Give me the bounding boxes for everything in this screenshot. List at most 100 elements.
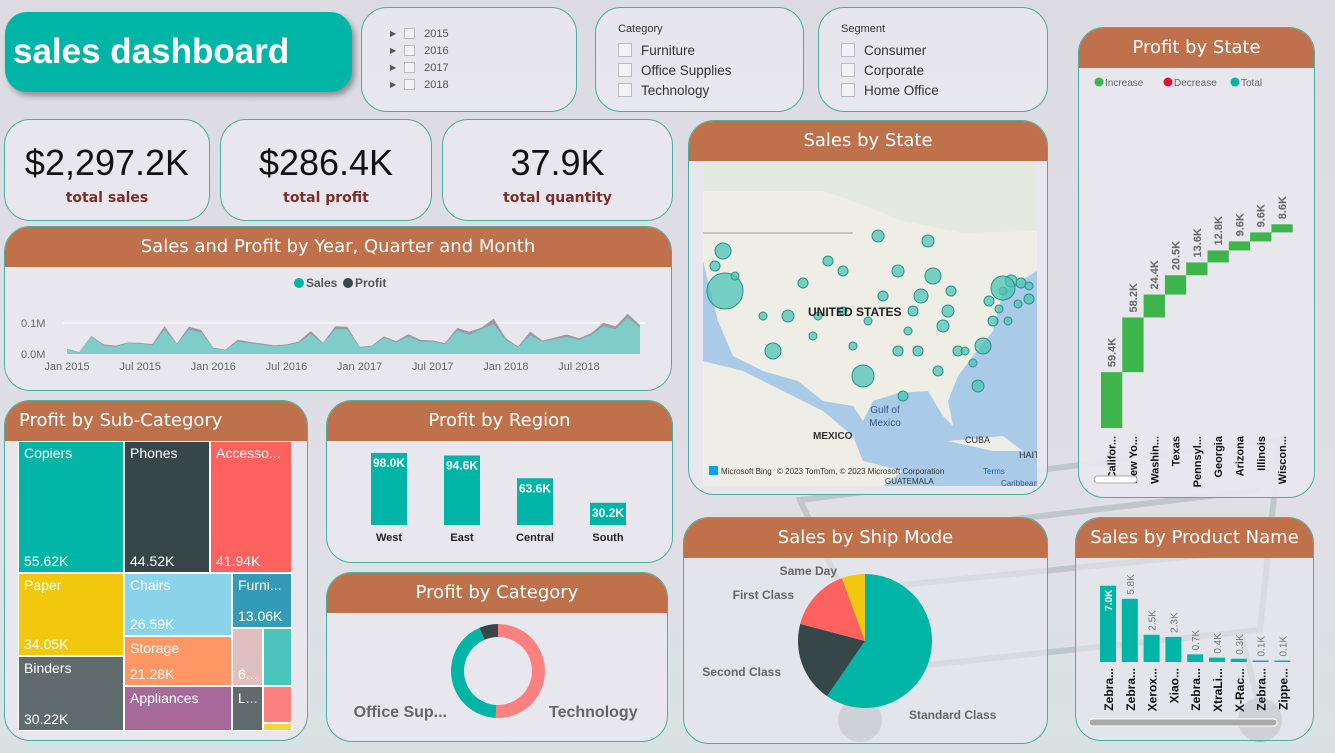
product-bar[interactable] bbox=[1187, 654, 1204, 662]
category-option[interactable]: Furniture bbox=[618, 40, 732, 60]
treemap-tile[interactable]: Storage 21.28K bbox=[124, 636, 232, 686]
waterfall-bar[interactable] bbox=[1164, 275, 1187, 295]
pie-slice[interactable] bbox=[826, 574, 932, 708]
waterfall-bar[interactable] bbox=[1122, 317, 1144, 373]
state-sales-bubble[interactable] bbox=[1015, 277, 1027, 289]
terms-link[interactable]: Terms bbox=[983, 467, 1005, 476]
state-sales-bubble[interactable] bbox=[714, 242, 732, 260]
state-sales-bubble[interactable] bbox=[709, 260, 721, 272]
year-slicer-item[interactable]: ▶ 2018 bbox=[390, 76, 449, 93]
state-sales-bubble[interactable] bbox=[932, 365, 944, 377]
product-bar[interactable] bbox=[1100, 585, 1116, 662]
category-option[interactable]: Technology bbox=[618, 80, 732, 100]
state-sales-bubble[interactable] bbox=[813, 311, 823, 321]
state-sales-bubble[interactable] bbox=[994, 304, 1004, 314]
treemap-tile[interactable]: Appliances bbox=[124, 686, 232, 731]
product-bar[interactable] bbox=[1252, 660, 1269, 663]
state-sales-bubble[interactable] bbox=[808, 331, 818, 341]
state-sales-bubble[interactable] bbox=[781, 309, 795, 323]
treemap-tile[interactable]: Binders 30.22K bbox=[18, 656, 124, 731]
region-bar[interactable] bbox=[371, 452, 407, 525]
checkbox[interactable] bbox=[404, 28, 416, 39]
state-sales-bubble[interactable] bbox=[941, 304, 955, 318]
checkbox[interactable] bbox=[841, 83, 855, 97]
state-sales-bubble[interactable] bbox=[983, 295, 995, 307]
map-plot[interactable]: UNITED STATES MEXICO Gulf of Mexico CUBA HAIT… bbox=[703, 161, 1037, 486]
treemap-tile[interactable]: 6... bbox=[232, 628, 263, 686]
state-sales-bubble[interactable] bbox=[912, 345, 924, 357]
state-sales-bubble[interactable] bbox=[1024, 281, 1034, 291]
state-sales-bubble[interactable] bbox=[968, 358, 978, 368]
state-sales-bubble[interactable] bbox=[758, 311, 768, 321]
checkbox[interactable] bbox=[404, 79, 416, 90]
state-sales-bubble[interactable] bbox=[913, 288, 929, 304]
treemap-tile[interactable]: Paper 34.05K bbox=[18, 573, 124, 656]
region-bar[interactable] bbox=[517, 478, 553, 525]
treemap-tile[interactable] bbox=[263, 686, 292, 723]
horizontal-scrollbar[interactable] bbox=[1088, 718, 1278, 727]
pie-slice[interactable] bbox=[798, 623, 865, 697]
year-slicer-item[interactable]: ▶ 2017 bbox=[390, 59, 449, 76]
checkbox[interactable] bbox=[618, 83, 632, 97]
waterfall-bar[interactable] bbox=[1143, 294, 1165, 318]
state-sales-bubble[interactable] bbox=[1013, 299, 1023, 309]
state-sales-bubble[interactable] bbox=[891, 264, 905, 278]
state-sales-bubble[interactable] bbox=[863, 316, 873, 326]
state-sales-bubble[interactable] bbox=[924, 267, 942, 285]
state-sales-bubble[interactable] bbox=[764, 342, 782, 360]
product-bar[interactable] bbox=[1209, 657, 1225, 662]
waterfall-bar[interactable] bbox=[1101, 372, 1123, 428]
treemap-tile[interactable]: Chairs 26.59K bbox=[124, 573, 232, 636]
state-sales-bubble[interactable] bbox=[945, 285, 957, 297]
segment-option[interactable]: Home Office bbox=[841, 80, 939, 100]
segment-option[interactable]: Consumer bbox=[841, 40, 939, 60]
horizontal-scrollbar[interactable] bbox=[1093, 475, 1138, 484]
product-bar[interactable] bbox=[1165, 636, 1182, 662]
treemap-tile[interactable]: L... bbox=[232, 686, 263, 731]
product-bar[interactable] bbox=[1230, 658, 1247, 662]
treemap-tile[interactable]: Accesso... 41.94K bbox=[210, 441, 292, 573]
pie-slice[interactable] bbox=[800, 578, 865, 641]
year-slicer-item[interactable]: ▶ 2015 bbox=[390, 25, 449, 42]
donut-slice[interactable] bbox=[479, 624, 498, 640]
product-bar[interactable] bbox=[1274, 660, 1291, 663]
state-sales-bubble[interactable] bbox=[848, 341, 858, 351]
checkbox[interactable] bbox=[404, 45, 416, 56]
checkbox[interactable] bbox=[404, 62, 416, 73]
state-sales-bubble[interactable] bbox=[877, 290, 889, 302]
product-bar[interactable] bbox=[1143, 634, 1160, 662]
state-sales-bubble[interactable] bbox=[990, 275, 1016, 301]
state-sales-bubble[interactable] bbox=[903, 326, 913, 336]
state-sales-bubble[interactable] bbox=[971, 379, 985, 393]
state-sales-bubble[interactable] bbox=[730, 271, 740, 281]
treemap-tile[interactable]: Phones 44.52K bbox=[124, 441, 210, 573]
region-bar[interactable] bbox=[590, 502, 626, 525]
state-sales-bubble[interactable] bbox=[837, 265, 849, 277]
checkbox[interactable] bbox=[618, 43, 632, 57]
state-sales-bubble[interactable] bbox=[892, 345, 904, 357]
waterfall-bar[interactable] bbox=[1228, 241, 1251, 251]
product-bar[interactable] bbox=[1121, 598, 1138, 662]
state-sales-bubble[interactable] bbox=[706, 272, 744, 310]
category-option[interactable]: Office Supplies bbox=[618, 60, 732, 80]
state-sales-bubble[interactable] bbox=[907, 305, 919, 317]
state-sales-bubble[interactable] bbox=[851, 364, 875, 388]
waterfall-bar[interactable] bbox=[1250, 232, 1272, 242]
state-sales-bubble[interactable] bbox=[797, 277, 809, 289]
treemap-tile[interactable] bbox=[263, 628, 292, 686]
checkbox[interactable] bbox=[841, 63, 855, 77]
state-sales-bubble[interactable] bbox=[960, 346, 970, 356]
waterfall-bar[interactable] bbox=[1186, 262, 1208, 276]
year-slicer-item[interactable]: ▶ 2016 bbox=[390, 42, 449, 59]
waterfall-bar[interactable] bbox=[1271, 224, 1293, 233]
state-sales-bubble[interactable] bbox=[974, 337, 992, 355]
state-sales-bubble[interactable] bbox=[838, 306, 848, 316]
treemap-tile[interactable]: Furni... 13.06K bbox=[232, 573, 292, 628]
state-sales-bubble[interactable] bbox=[1003, 316, 1013, 326]
state-sales-bubble[interactable] bbox=[921, 234, 935, 248]
region-bar[interactable] bbox=[444, 455, 480, 525]
checkbox[interactable] bbox=[618, 63, 632, 77]
state-sales-bubble[interactable] bbox=[1023, 293, 1035, 305]
donut-slice[interactable] bbox=[451, 627, 497, 718]
pie-slice[interactable] bbox=[841, 574, 865, 641]
